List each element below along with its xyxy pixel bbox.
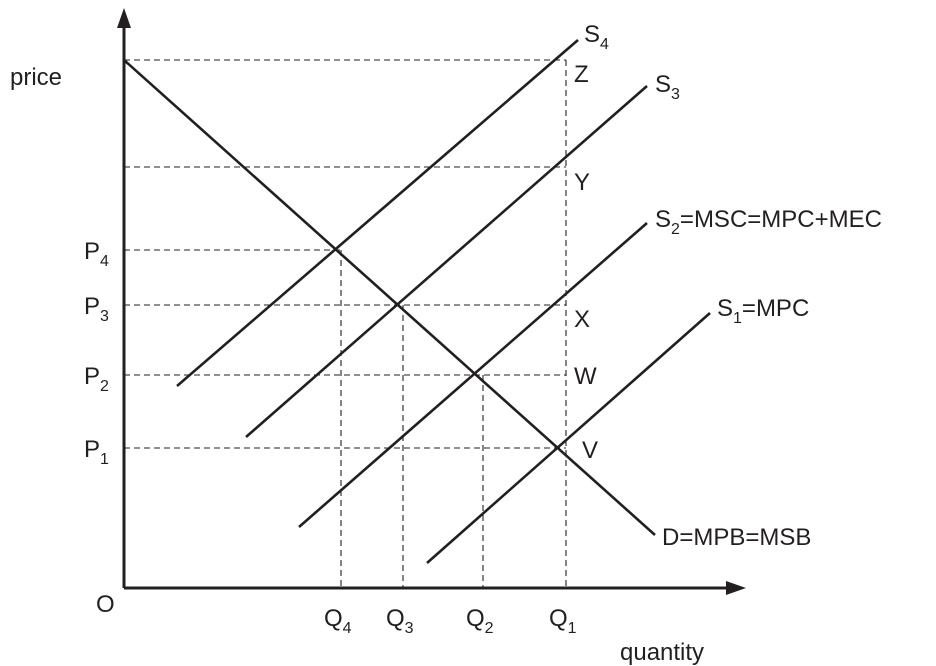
supply-curve-s2 [298, 222, 648, 528]
y-axis-label: price [10, 64, 62, 91]
quantity-label-q1: Q1 [549, 605, 577, 637]
point-label-z: Z [574, 61, 589, 88]
curves [123, 39, 711, 564]
price-label-p2: P2 [84, 363, 109, 395]
point-label-w: W [574, 363, 597, 390]
curve-label-s4: S4 [584, 21, 609, 53]
x-axis-arrowhead [726, 581, 746, 595]
curve-label-s2: S2=MSC=MPC+MEC [655, 206, 882, 238]
point-label-x: X [574, 306, 590, 333]
guide-lines [124, 59, 567, 588]
quantity-label-q3: Q3 [386, 605, 414, 637]
point-label-v: V [582, 437, 598, 464]
point-label-y: Y [574, 169, 590, 196]
quantity-label-q4: Q4 [324, 605, 352, 637]
curve-label-s3: S3 [655, 71, 680, 103]
axes [117, 8, 746, 595]
curve-label-demand: D=MPB=MSB [662, 524, 811, 551]
price-label-p4: P4 [84, 238, 109, 270]
curve-label-s1: S1=MPC [717, 295, 809, 327]
price-label-p3: P3 [84, 293, 109, 325]
x-axis-label: quantity [620, 639, 704, 666]
supply-curve-s3 [245, 85, 648, 438]
quantity-label-q2: Q2 [466, 605, 494, 637]
y-axis-arrowhead [117, 8, 131, 28]
origin-label: O [96, 591, 115, 618]
supply-curve-s1 [426, 312, 711, 564]
price-label-p1: P1 [84, 436, 109, 468]
demand-curve [123, 59, 656, 536]
supply-curve-s4 [176, 39, 579, 387]
